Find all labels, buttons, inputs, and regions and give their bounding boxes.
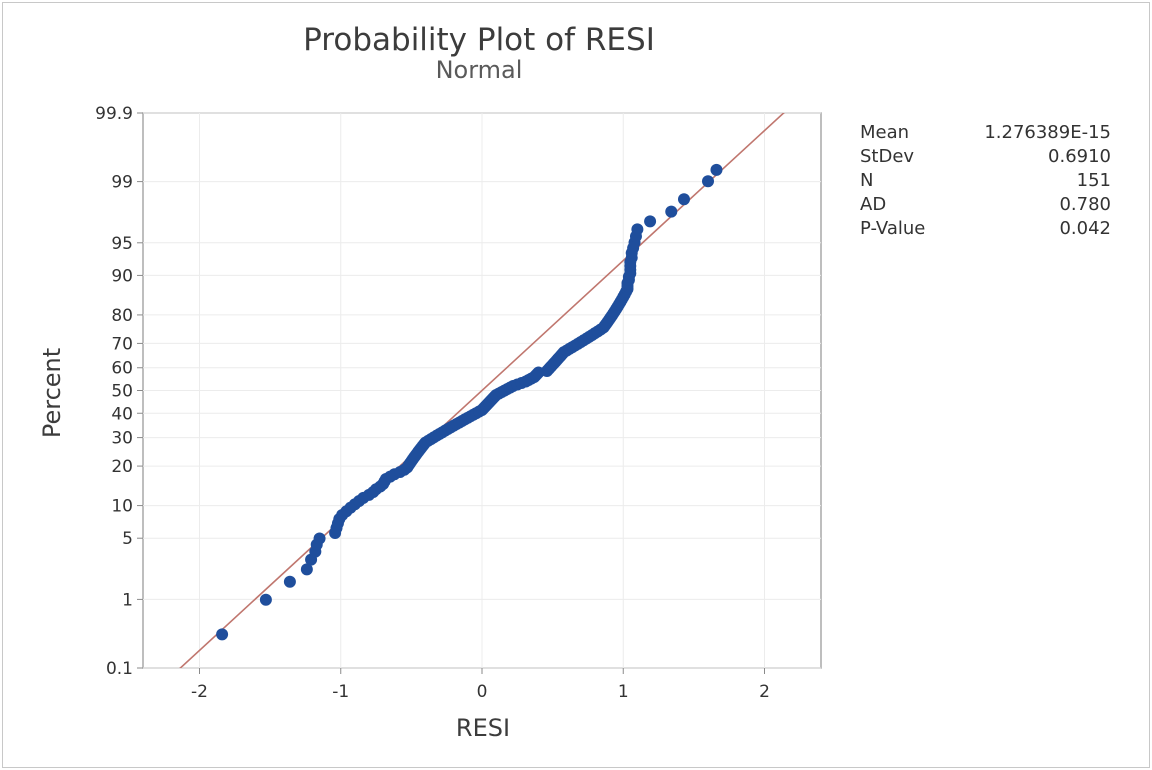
x-axis-label: RESI bbox=[456, 714, 510, 742]
x-tick-label: -1 bbox=[332, 682, 349, 702]
data-point bbox=[702, 175, 714, 188]
stat-label-p-value: P-Value bbox=[860, 218, 925, 239]
probability-plot: Probability Plot of RESI Normal 0.115102… bbox=[38, 22, 1111, 742]
data-points bbox=[216, 163, 723, 641]
stat-value-ad: 0.780 bbox=[1059, 194, 1111, 215]
x-tick-label: 2 bbox=[759, 682, 770, 702]
data-point bbox=[665, 205, 678, 218]
data-point bbox=[677, 193, 690, 206]
chart-title: Probability Plot of RESI bbox=[303, 22, 655, 58]
y-tick-label: 99 bbox=[111, 173, 133, 193]
data-point bbox=[644, 215, 657, 228]
statistics-table: Mean 1.276389E-15 StDev 0.6910 N 151 AD … bbox=[860, 122, 1111, 239]
y-tick-label: 70 bbox=[111, 334, 133, 354]
y-tick-label: 5 bbox=[122, 529, 133, 549]
data-point bbox=[710, 163, 723, 176]
chart-subtitle: Normal bbox=[436, 56, 523, 84]
y-tick-label: 1 bbox=[122, 590, 133, 610]
x-tick-label: 0 bbox=[477, 682, 488, 702]
stat-label-n: N bbox=[860, 170, 873, 191]
stat-label-stdev: StDev bbox=[860, 146, 914, 167]
y-tick-label: 99.9 bbox=[95, 104, 133, 124]
y-tick-label: 90 bbox=[111, 266, 133, 286]
stat-label-ad: AD bbox=[860, 194, 886, 215]
y-tick-label: 40 bbox=[111, 404, 133, 424]
data-point bbox=[631, 223, 644, 236]
data-point bbox=[313, 532, 326, 545]
y-tick-label: 0.1 bbox=[106, 659, 133, 679]
data-point bbox=[259, 593, 272, 606]
y-tick-label: 30 bbox=[111, 429, 133, 449]
data-point bbox=[216, 628, 229, 641]
fit-line-layer bbox=[179, 113, 785, 668]
fit-line bbox=[179, 113, 785, 668]
x-tick-label: 1 bbox=[618, 682, 629, 702]
y-tick-label: 20 bbox=[111, 457, 133, 477]
y-tick-label: 80 bbox=[111, 306, 133, 326]
stat-value-n: 151 bbox=[1077, 170, 1111, 191]
stat-value-mean: 1.276389E-15 bbox=[984, 122, 1111, 143]
y-tick-label: 50 bbox=[111, 382, 133, 402]
stat-value-p-value: 0.042 bbox=[1059, 218, 1111, 239]
stat-value-stdev: 0.6910 bbox=[1048, 146, 1111, 167]
x-tick-label: -2 bbox=[191, 682, 208, 702]
data-point bbox=[283, 575, 296, 588]
stat-label-mean: Mean bbox=[860, 122, 909, 143]
y-tick-label: 95 bbox=[111, 234, 133, 254]
data-point bbox=[300, 563, 313, 576]
y-tick-label: 60 bbox=[111, 359, 133, 379]
y-tick-label: 10 bbox=[111, 497, 133, 517]
y-axis-label: Percent bbox=[38, 348, 66, 438]
